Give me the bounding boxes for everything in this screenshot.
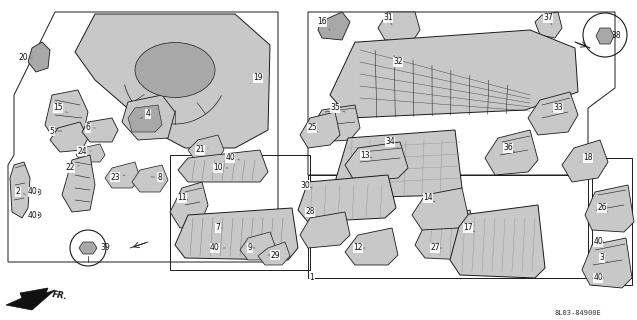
Text: 1: 1 [310,274,315,283]
Polygon shape [345,142,408,182]
Polygon shape [62,155,95,212]
Polygon shape [300,112,340,148]
Text: 31: 31 [383,13,393,25]
Text: 25: 25 [307,124,318,132]
Polygon shape [128,105,162,132]
Text: 4: 4 [140,109,150,119]
Text: 27: 27 [430,244,442,252]
Text: 33: 33 [552,103,563,113]
Text: 40: 40 [593,274,604,283]
Polygon shape [330,30,578,118]
Polygon shape [75,14,270,148]
Text: 2: 2 [16,188,25,196]
Polygon shape [335,130,462,198]
Text: 16: 16 [317,18,330,30]
Polygon shape [82,118,118,142]
Text: 35: 35 [330,103,345,113]
Circle shape [37,214,39,216]
Circle shape [70,230,106,266]
Polygon shape [310,105,360,142]
Text: 10: 10 [213,164,228,172]
Polygon shape [345,228,398,265]
Ellipse shape [135,43,215,98]
Polygon shape [585,185,634,232]
Polygon shape [258,242,290,265]
Text: 23: 23 [110,172,125,181]
Polygon shape [240,232,276,260]
Circle shape [37,191,39,193]
Polygon shape [318,12,350,40]
Polygon shape [528,92,578,135]
Text: 40: 40 [225,154,240,163]
Text: 34: 34 [385,138,398,148]
Polygon shape [76,144,105,162]
Polygon shape [79,242,97,254]
Polygon shape [412,188,468,230]
Polygon shape [535,12,562,38]
Polygon shape [132,165,168,192]
Polygon shape [28,42,50,72]
Polygon shape [298,175,396,222]
Text: 32: 32 [393,58,406,67]
Text: 3: 3 [599,253,608,262]
Text: 9: 9 [248,244,255,252]
Text: 8L03-84900E: 8L03-84900E [555,310,601,316]
Polygon shape [450,205,545,278]
Text: 15: 15 [53,103,68,113]
Text: 7: 7 [215,223,222,233]
Circle shape [583,13,627,57]
Text: 28: 28 [305,207,318,217]
Text: 5: 5 [50,126,62,135]
Text: 14: 14 [423,194,435,203]
Text: 40: 40 [28,188,40,196]
Polygon shape [415,210,478,260]
Polygon shape [582,238,632,288]
Text: 21: 21 [196,146,208,155]
Polygon shape [105,162,140,188]
Polygon shape [485,130,538,175]
Text: 11: 11 [177,194,188,203]
Polygon shape [562,140,608,182]
Text: 12: 12 [354,244,365,252]
Text: 29: 29 [268,251,280,260]
Text: 40: 40 [28,211,40,220]
Polygon shape [122,95,175,140]
Text: 39: 39 [100,244,110,252]
Polygon shape [188,135,224,162]
Text: 19: 19 [250,74,263,84]
Polygon shape [175,208,298,260]
Text: 38: 38 [611,31,621,41]
Text: 40: 40 [593,237,604,246]
Text: 6: 6 [85,124,95,132]
Text: 24: 24 [77,147,91,156]
Text: 37: 37 [543,13,553,25]
Text: 20: 20 [18,53,32,62]
Polygon shape [10,162,30,218]
Text: 40: 40 [210,244,225,252]
Text: FR.: FR. [52,291,69,301]
Text: 8: 8 [151,172,162,181]
Polygon shape [6,288,55,310]
Polygon shape [178,150,268,182]
Text: 30: 30 [300,180,312,189]
Text: 22: 22 [65,164,79,172]
Text: 26: 26 [598,204,608,212]
Polygon shape [170,182,208,228]
Text: 13: 13 [360,150,372,159]
Polygon shape [50,122,88,152]
Polygon shape [596,28,614,44]
Polygon shape [300,212,350,248]
Polygon shape [378,12,420,42]
Text: 18: 18 [580,154,593,163]
Text: 36: 36 [503,143,515,153]
Text: 17: 17 [463,223,475,233]
Polygon shape [45,90,88,145]
